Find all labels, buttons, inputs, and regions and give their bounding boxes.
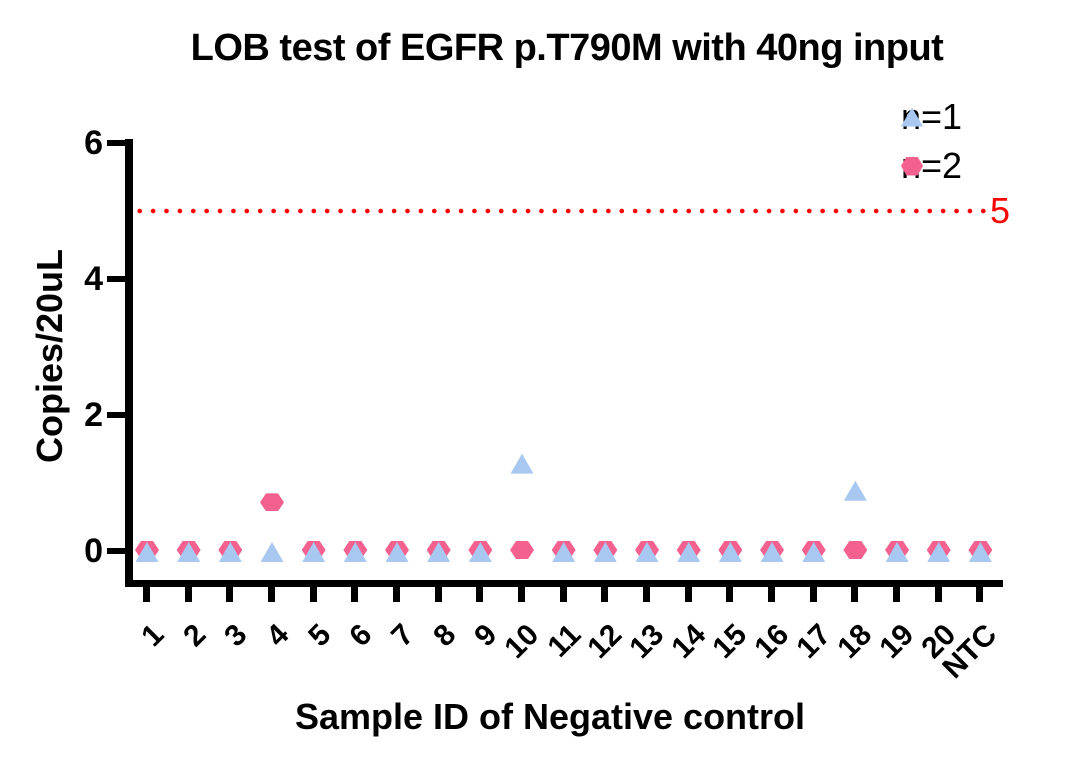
- y-tick-mark: [107, 548, 125, 554]
- data-point-n2-sample-18: [843, 541, 868, 559]
- x-tick-mark: [893, 587, 901, 602]
- y-tick-mark: [107, 412, 125, 418]
- x-tick-mark: [476, 587, 484, 602]
- x-tick-mark: [434, 587, 442, 602]
- x-tick-mark: [934, 587, 942, 602]
- x-tick-mark: [643, 587, 651, 602]
- y-tick-label: 6: [84, 124, 103, 162]
- x-tick-mark: [393, 587, 401, 602]
- y-tick-label: 0: [84, 532, 103, 570]
- x-tick-mark: [268, 587, 275, 602]
- x-tick-mark: [309, 587, 317, 602]
- threshold-label: 5: [990, 190, 1011, 231]
- x-tick-mark: [601, 587, 609, 602]
- x-tick-mark: [184, 587, 192, 602]
- data-point-n1-sample-18: [843, 480, 867, 501]
- x-tick-mark: [684, 587, 692, 602]
- x-tick-mark: [726, 587, 734, 602]
- legend-hexagon-icon: [901, 156, 923, 176]
- legend-item-n2: n=2: [901, 145, 962, 187]
- data-point-n2-sample-10: [510, 541, 535, 559]
- chart-title: LOB test of EGFR p.T790M with 40ng input: [190, 27, 944, 69]
- x-tick-mark: [768, 587, 776, 602]
- y-tick-label: 2: [84, 396, 103, 434]
- data-point-n1-sample-10: [510, 453, 534, 474]
- x-tick-mark: [976, 587, 984, 602]
- threshold-dotted-line: [133, 208, 986, 214]
- x-tick-mark: [351, 587, 359, 602]
- y-tick-mark: [107, 140, 125, 146]
- y-axis-line: [125, 139, 133, 587]
- x-axis-line: [125, 580, 1003, 587]
- x-tick-mark: [518, 587, 526, 602]
- x-tick-mark: [559, 587, 567, 602]
- y-tick-mark: [107, 276, 125, 282]
- data-point-n2-sample-4: [260, 493, 284, 512]
- x-tick-mark: [809, 587, 817, 602]
- x-tick-mark: [143, 587, 150, 602]
- x-tick-mark: [851, 587, 859, 602]
- legend-item-n1: n=1: [901, 96, 962, 138]
- data-point-n1-sample-4: [260, 542, 284, 562]
- x-axis-title: Sample ID of Negative control: [294, 696, 806, 737]
- y-tick-label: 4: [84, 260, 103, 298]
- x-tick-mark: [226, 587, 234, 602]
